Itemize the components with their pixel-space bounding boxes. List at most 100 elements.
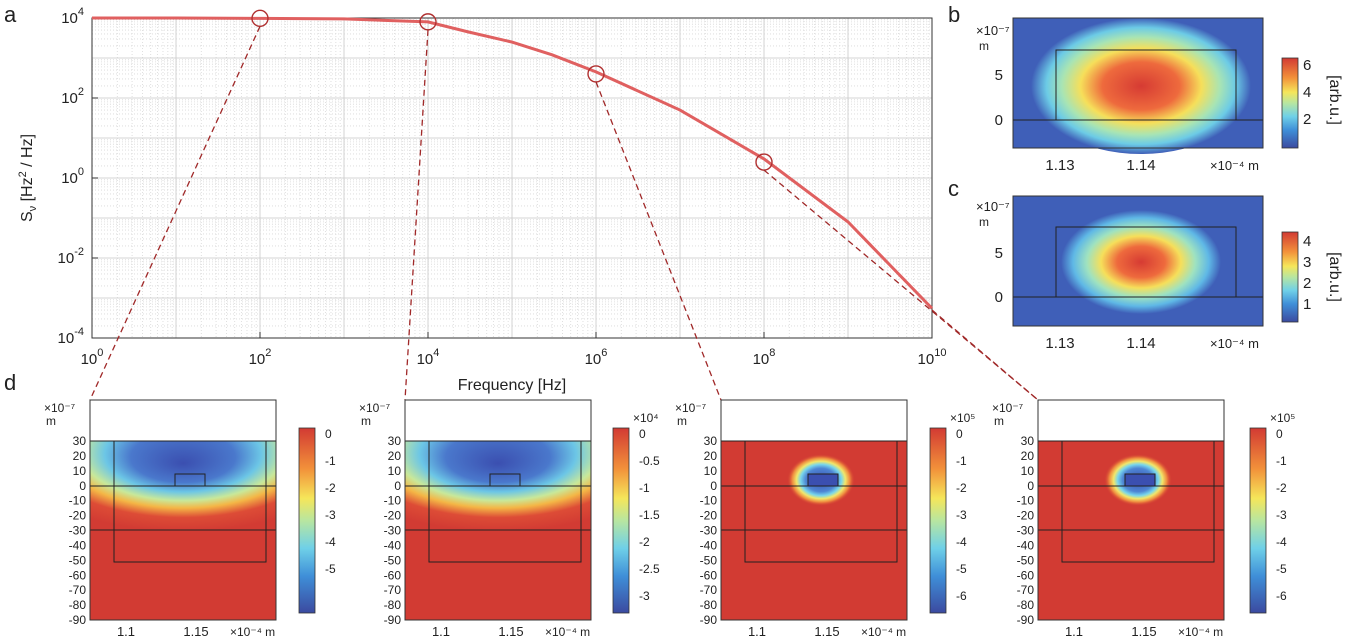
x-tick-label-5: 1010 bbox=[918, 347, 947, 368]
y-unit: ×10⁻⁷ bbox=[675, 401, 706, 415]
panel-b-y-unit-m: m bbox=[979, 39, 989, 53]
panel-c-y-unit-m: m bbox=[979, 215, 989, 229]
air-region bbox=[405, 400, 591, 441]
panel-c-heatmap: ×10⁻⁷ m 5 0 1.13 1.14 ×10⁻⁴ m 4 3 2 1 [a… bbox=[976, 195, 1343, 352]
y-unit-m: m bbox=[677, 414, 687, 428]
panel-d-subplot-1: ×10⁻⁷m3020100-10-20-30-40-50-60-70-80-90… bbox=[359, 399, 660, 639]
colorbar-tick-label: -6 bbox=[956, 589, 967, 603]
axes-frame bbox=[720, 399, 908, 621]
panel-label-a: a bbox=[4, 2, 17, 27]
y-unit: ×10⁻⁷ bbox=[992, 401, 1023, 415]
colorbar-tick-label: -3 bbox=[1276, 508, 1287, 522]
x-tick-label: 1.15 bbox=[1131, 624, 1156, 639]
panel-c-ytick-0: 5 bbox=[995, 245, 1003, 262]
colorbar-tick-label: -1 bbox=[956, 454, 967, 468]
panel-c-hotspot bbox=[1061, 210, 1221, 314]
panel-b-y-unit: ×10⁻⁷ bbox=[976, 23, 1010, 38]
colorbar-tick-label: -2.5 bbox=[639, 562, 660, 576]
colorbar-tick-label: -1.5 bbox=[639, 508, 660, 522]
x-unit: ×10⁻⁴ m bbox=[230, 625, 275, 639]
x-tick-label: 1.15 bbox=[498, 624, 523, 639]
panel-c-cbar-tick-2: 2 bbox=[1303, 275, 1311, 292]
panel-a-ticks: 100 102 104 106 108 1010 10-4 10-2 100 102 104 bbox=[58, 6, 947, 368]
colorbar-tick-label: -6 bbox=[1276, 589, 1287, 603]
air-region bbox=[721, 400, 907, 441]
y-tick-label: -40 bbox=[700, 538, 718, 552]
panel-c-colorbar bbox=[1281, 231, 1299, 323]
panel-b-xtick-1: 1.14 bbox=[1126, 157, 1155, 174]
y-tick-label: -10 bbox=[69, 494, 87, 508]
y-tick-label: -80 bbox=[1017, 598, 1035, 612]
panel-label-b: b bbox=[948, 2, 960, 27]
y-tick-label-2: 100 bbox=[61, 166, 84, 187]
panel-a-xlabel: Frequency [Hz] bbox=[458, 377, 566, 394]
panel-d-subplot-0: ×10⁻⁷m3020100-10-20-30-40-50-60-70-80-90… bbox=[44, 399, 336, 639]
y-tick-label: -20 bbox=[69, 509, 87, 523]
panel-d-subplot-3: ×10⁻⁷m3020100-10-20-30-40-50-60-70-80-90… bbox=[992, 399, 1295, 639]
panel-c-cbar-tick-3: 1 bbox=[1303, 296, 1311, 313]
panel-b-heatmap: ×10⁻⁷ m 5 0 1.13 1.14 ×10⁻⁴ m 6 4 2 [arb… bbox=[976, 0, 1343, 174]
y-tick-label: 10 bbox=[73, 464, 87, 478]
y-tick-label: -40 bbox=[69, 538, 87, 552]
colorbar-tick-label: -5 bbox=[325, 562, 336, 576]
y-tick-label: 20 bbox=[704, 449, 718, 463]
y-unit: ×10⁻⁷ bbox=[359, 401, 390, 415]
y-tick-label: 30 bbox=[704, 434, 718, 448]
y-tick-label: 0 bbox=[1027, 479, 1034, 493]
zoom-line-0 bbox=[89, 26, 261, 401]
air-region bbox=[1038, 400, 1224, 441]
colorbar-tick-label: -5 bbox=[956, 562, 967, 576]
x-tick-label-1: 102 bbox=[249, 347, 272, 368]
y-tick-label: -50 bbox=[384, 553, 402, 567]
y-tick-label-4: 104 bbox=[61, 6, 84, 27]
panel-b-ytick-1: 0 bbox=[995, 112, 1003, 129]
substrate-outline bbox=[744, 440, 898, 563]
y-tick-label: -40 bbox=[384, 538, 402, 552]
zoom-line-2 bbox=[595, 81, 722, 401]
y-tick-label: -80 bbox=[700, 598, 718, 612]
substrate-outline bbox=[113, 440, 267, 563]
y-tick-label-0: 10-4 bbox=[58, 326, 84, 347]
y-tick-label: 10 bbox=[1021, 464, 1035, 478]
panel-a-series-line bbox=[92, 16, 934, 310]
y-tick-label-1: 10-2 bbox=[58, 246, 84, 267]
y-tick-label: 20 bbox=[388, 449, 402, 463]
colorbar bbox=[929, 427, 947, 614]
panel-d-heatmaps: ×10⁻⁷m3020100-10-20-30-40-50-60-70-80-90… bbox=[44, 399, 1295, 639]
colorbar bbox=[298, 427, 316, 614]
colorbar-tick-label: 0 bbox=[1276, 427, 1283, 441]
y-tick-label: 0 bbox=[394, 479, 401, 493]
panel-b-cbar-tick-1: 4 bbox=[1303, 84, 1311, 101]
y-tick-label: -70 bbox=[384, 583, 402, 597]
y-tick-label: -80 bbox=[384, 598, 402, 612]
colorbar bbox=[612, 427, 630, 614]
y-tick-label: -60 bbox=[69, 568, 87, 582]
y-tick-label: 0 bbox=[710, 479, 717, 493]
y-tick-label: -60 bbox=[384, 568, 402, 582]
panel-c-xtick-1: 1.14 bbox=[1126, 335, 1155, 352]
x-unit: ×10⁻⁴ m bbox=[1178, 625, 1223, 639]
colorbar-tick-label: -4 bbox=[956, 535, 967, 549]
panel-label-c: c bbox=[948, 176, 959, 201]
panel-b-ytick-0: 5 bbox=[995, 67, 1003, 84]
panel-b-cbar-tick-0: 6 bbox=[1303, 57, 1311, 74]
colorbar-tick-label: -2 bbox=[1276, 481, 1287, 495]
panel-c-y-unit: ×10⁻⁷ bbox=[976, 199, 1010, 214]
panel-b-colorbar bbox=[1281, 57, 1299, 149]
panel-b-frame bbox=[1012, 17, 1264, 149]
panel-label-d: d bbox=[4, 370, 16, 395]
colorbar-tick-label: 0 bbox=[956, 427, 963, 441]
y-tick-label: -70 bbox=[700, 583, 718, 597]
x-tick-label-3: 106 bbox=[585, 347, 608, 368]
colorbar-tick-label: -1 bbox=[639, 481, 650, 495]
y-tick-label: -30 bbox=[69, 524, 87, 538]
air-region bbox=[90, 400, 276, 441]
y-tick-label: -50 bbox=[700, 553, 718, 567]
y-tick-label: -50 bbox=[1017, 553, 1035, 567]
axes-frame bbox=[89, 399, 277, 621]
x-unit: ×10⁻⁴ m bbox=[545, 625, 590, 639]
panel-a-ylabel: Sν [Hz2 / Hz] bbox=[17, 134, 39, 222]
panel-a-spectrum-plot: 100 102 104 106 108 1010 10-4 10-2 100 102 104 Fre… bbox=[17, 6, 1039, 401]
colorbar-tick-label: -5 bbox=[1276, 562, 1287, 576]
axes-frame bbox=[1037, 399, 1225, 621]
